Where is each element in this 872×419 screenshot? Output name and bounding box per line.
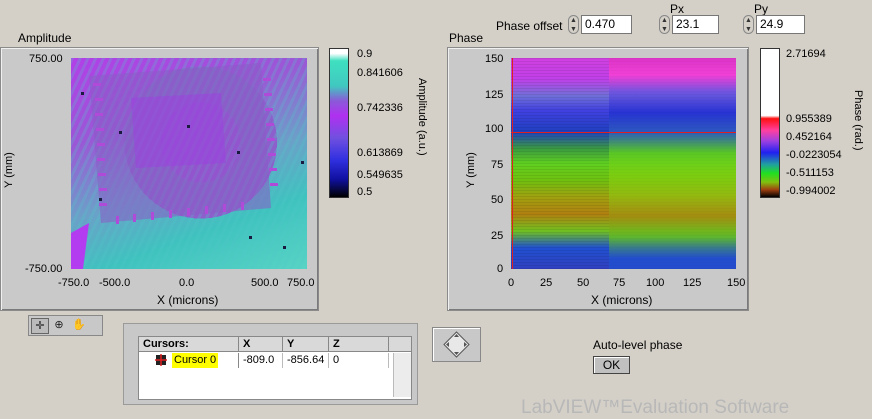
- cursor-crosshair-icon: [155, 354, 167, 366]
- spin-down-icon[interactable]: ▼: [661, 26, 668, 33]
- amplitude-colorbar-tick: 0.742336: [357, 102, 403, 114]
- diamond-arrows-icon[interactable]: [433, 328, 480, 361]
- phase-colorbar-tick: 0.452164: [786, 131, 832, 143]
- cursor-move-pad[interactable]: [432, 327, 481, 362]
- phase-x-tick: 50: [577, 277, 590, 289]
- phase-x-axis-label: X (microns): [591, 293, 653, 307]
- cursors-header-filler: [389, 337, 411, 352]
- py-control[interactable]: ▲ ▼ 24.9: [743, 15, 805, 34]
- phase-y-tick: 100: [485, 123, 504, 135]
- phase-x-tick: 125: [683, 277, 702, 289]
- phase-offset-spinner[interactable]: ▲ ▼: [568, 15, 579, 34]
- amplitude-x-tick: 750.0: [287, 277, 315, 289]
- phase-y-tick: 25: [491, 230, 504, 242]
- phase-title: Phase: [449, 31, 484, 45]
- amplitude-x-tick: -500.0: [99, 277, 131, 289]
- amplitude-colorbar-tick: 0.5: [357, 186, 373, 198]
- cursors-header: Cursors:: [139, 337, 239, 352]
- phase-cursor-horizontal[interactable]: [511, 132, 736, 133]
- amplitude-x-tick: 0.0: [179, 277, 195, 289]
- phase-y-tick: 0: [497, 263, 504, 275]
- cursor-y-value[interactable]: -856.64: [283, 353, 329, 368]
- cursors-z-header: Z: [329, 337, 389, 352]
- amplitude-colorbar-tick: 0.841606: [357, 67, 403, 79]
- cursors-y-header: Y: [283, 337, 329, 352]
- phase-colorbar-tick: 2.71694: [786, 48, 826, 60]
- amplitude-y-tick: -750.00: [25, 263, 63, 275]
- phase-x-tick: 75: [613, 277, 626, 289]
- graph-palette[interactable]: ✛ ⊕ ✋: [28, 315, 103, 336]
- pan-tool-icon[interactable]: ✋: [72, 319, 86, 331]
- auto-level-ok-button[interactable]: OK: [593, 356, 630, 374]
- phase-colorbar-tick: 0.955389: [786, 113, 832, 125]
- phase-x-tick: 0: [508, 277, 515, 289]
- spin-up-icon[interactable]: ▲: [570, 17, 577, 24]
- amplitude-graph[interactable]: 750.00 -750.00 Y (mm) -750.0 -500.0 0.0 …: [0, 47, 319, 311]
- cursors-scrollbar[interactable]: [393, 353, 411, 397]
- watermark: LabVIEW™Evaluation Software: [521, 397, 790, 418]
- cursor-z-value[interactable]: 0: [329, 353, 389, 368]
- amplitude-colorbar-label: Amplitude (a.u.): [416, 78, 428, 156]
- phase-colorbar-tick: -0.0223054: [786, 149, 842, 161]
- phase-colorbar-tick: -0.511153: [786, 167, 834, 179]
- phase-offset-control[interactable]: ▲ ▼ 0.470: [568, 15, 632, 34]
- table-row[interactable]: Cursor 0: [139, 353, 239, 368]
- phase-y-tick: 50: [491, 194, 504, 206]
- spin-down-icon[interactable]: ▼: [745, 26, 752, 33]
- px-label: Px: [670, 2, 685, 16]
- phase-x-tick: 25: [540, 277, 553, 289]
- phase-cursor-vertical[interactable]: [512, 58, 513, 269]
- amplitude-plot-area[interactable]: [71, 58, 307, 269]
- cursors-legend: Cursors: X Y Z Cursor 0 -809.0 -856.64 0: [123, 323, 418, 405]
- auto-level-label: Auto-level phase: [593, 338, 683, 352]
- cursors-x-header: X: [239, 337, 283, 352]
- phase-y-axis-label: Y (mm): [465, 152, 477, 188]
- spin-down-icon[interactable]: ▼: [570, 26, 577, 33]
- phase-graph[interactable]: 150 125 100 75 50 25 0 Y (mm) 0 25 50 75…: [447, 47, 749, 311]
- cursor-name[interactable]: Cursor 0: [172, 353, 219, 368]
- py-input[interactable]: 24.9: [756, 15, 805, 34]
- amplitude-colorbar-tick: 0.9: [357, 48, 373, 60]
- zoom-tool-icon[interactable]: ⊕: [54, 319, 64, 331]
- phase-colorbar-label: Phase (rad.): [852, 90, 864, 151]
- py-spinner[interactable]: ▲ ▼: [743, 15, 754, 34]
- phase-colorbar[interactable]: [760, 48, 780, 198]
- amplitude-y-tick: 750.00: [29, 53, 63, 65]
- cursor-tool-icon[interactable]: ✛: [31, 318, 49, 334]
- amplitude-x-tick: -750.0: [58, 277, 90, 289]
- phase-y-tick: 150: [485, 53, 504, 65]
- phase-y-tick: 125: [485, 89, 504, 101]
- phase-plot-area[interactable]: [511, 58, 736, 269]
- phase-offset-label: Phase offset: [496, 19, 563, 33]
- phase-right-half: [609, 58, 736, 269]
- px-control[interactable]: ▲ ▼ 23.1: [659, 15, 719, 34]
- phase-colorbar-tick: -0.994002: [786, 185, 836, 197]
- cursors-table[interactable]: Cursors: X Y Z Cursor 0 -809.0 -856.64 0: [138, 336, 412, 400]
- px-input[interactable]: 23.1: [672, 15, 719, 34]
- amplitude-image: [71, 63, 304, 269]
- phase-x-tick: 100: [646, 277, 665, 289]
- phase-offset-input[interactable]: 0.470: [581, 15, 632, 34]
- amplitude-colorbar-tick: 0.613869: [357, 147, 403, 159]
- cursor-x-value[interactable]: -809.0: [239, 353, 283, 368]
- py-label: Py: [754, 2, 769, 16]
- amplitude-colorbar[interactable]: [329, 48, 349, 198]
- amplitude-colorbar-tick: 0.549635: [357, 169, 403, 181]
- spin-up-icon[interactable]: ▲: [745, 17, 752, 24]
- amplitude-x-axis-label: X (microns): [157, 293, 219, 307]
- amplitude-y-axis-label: Y (mm): [3, 152, 15, 188]
- phase-x-tick: 150: [727, 277, 746, 289]
- phase-y-tick: 75: [491, 159, 504, 171]
- spin-up-icon[interactable]: ▲: [661, 17, 668, 24]
- amplitude-x-tick: 500.0: [251, 277, 279, 289]
- amplitude-title: Amplitude: [18, 31, 72, 45]
- px-spinner[interactable]: ▲ ▼: [659, 15, 670, 34]
